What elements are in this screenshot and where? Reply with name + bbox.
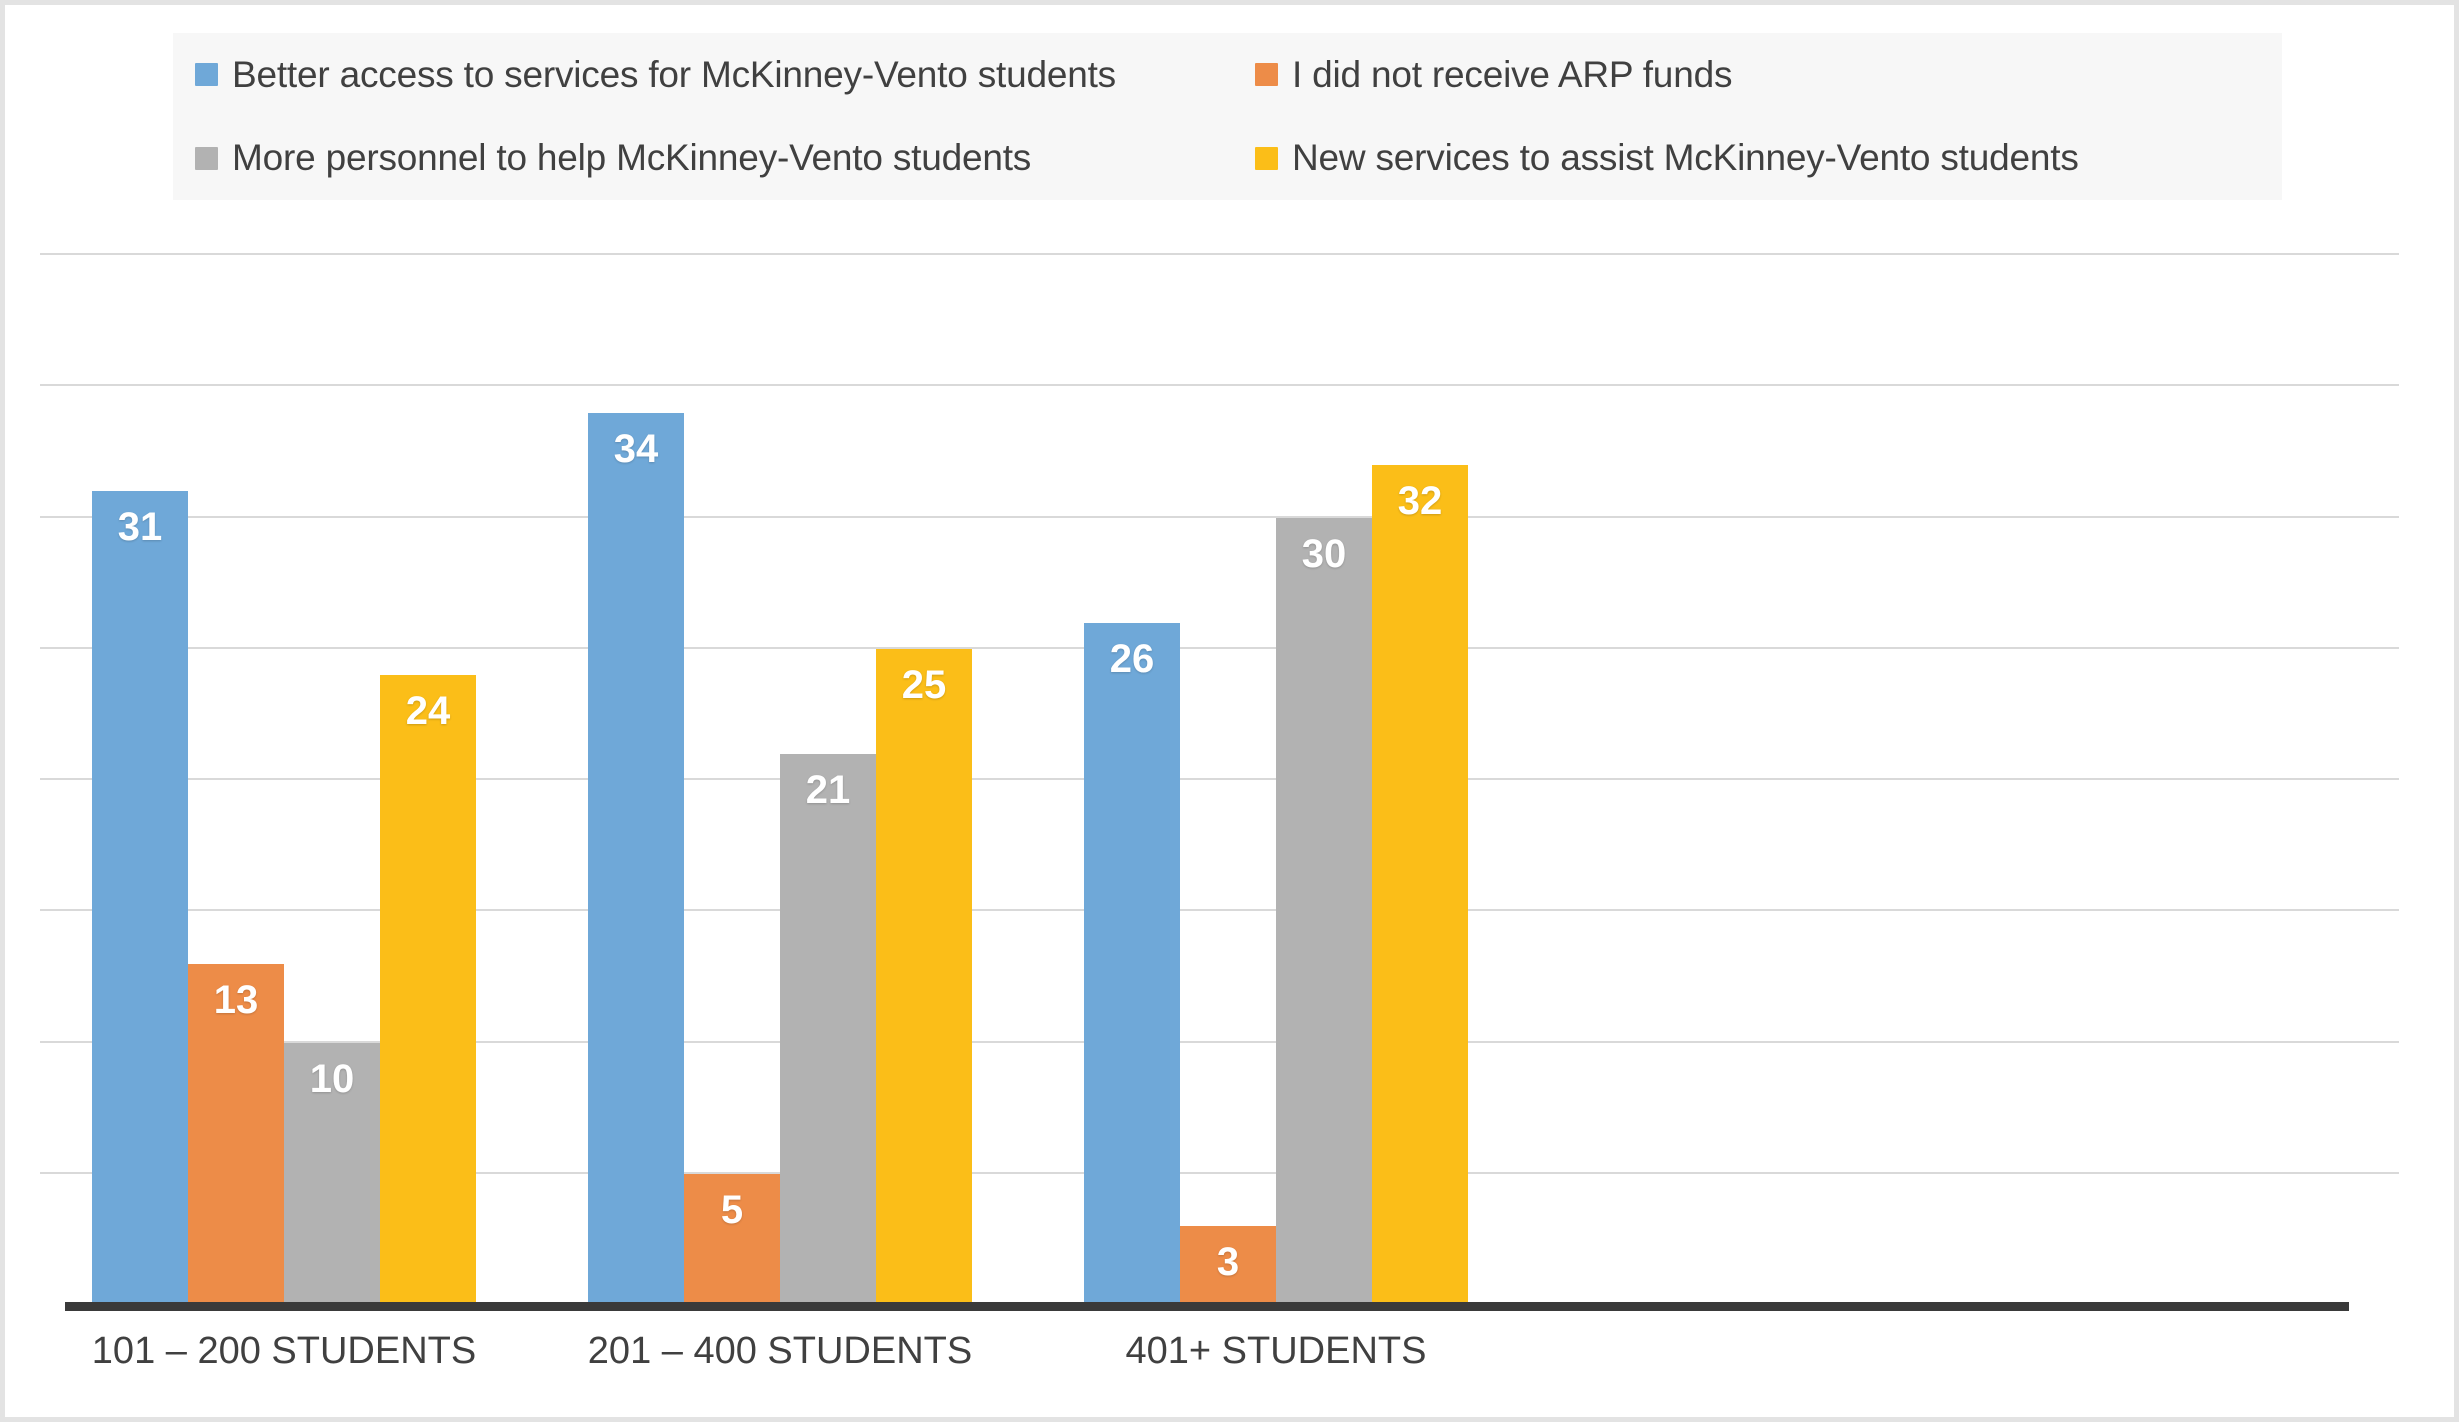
bar[interactable]: 32 <box>1372 465 1468 1305</box>
bar-value-label: 3 <box>1216 1240 1240 1285</box>
legend-item-label: New services to assist McKinney-Vento st… <box>1292 137 2079 179</box>
legend-item-label: Better access to services for McKinney-V… <box>232 53 1116 95</box>
gridline <box>40 1171 2399 1174</box>
bar[interactable]: 30 <box>1276 517 1372 1305</box>
chart-legend: Better access to services for McKinney-V… <box>173 33 2282 200</box>
x-axis-line <box>65 1302 2349 1311</box>
bar-value-label: 30 <box>1301 531 1347 576</box>
legend-item-new-services[interactable]: New services to assist McKinney-Vento st… <box>1255 117 2304 201</box>
bar[interactable]: 25 <box>876 648 972 1305</box>
legend-item-more-personnel[interactable]: More personnel to help McKinney-Vento st… <box>195 117 1255 201</box>
x-axis-label: 201 – 400 STUDENTS <box>587 1330 973 1372</box>
bar-value-label: 31 <box>117 505 163 550</box>
bar-value-label: 32 <box>1397 479 1443 523</box>
gridline <box>40 909 2399 912</box>
bar[interactable]: 13 <box>188 963 284 1305</box>
legend-swatch-orange-icon <box>1255 63 1278 87</box>
x-axis-category-labels: 101 – 200 STUDENTS 201 – 400 STUDENTS 401+… <box>10 1330 2454 1400</box>
legend-item-no-arp-funds[interactable]: I did not receive ARP funds <box>1255 33 2304 117</box>
legend-item-label: I did not receive ARP funds <box>1292 53 1733 95</box>
bars-layer: 31 13 10 24 34 5 21 25 26 3 30 32 <box>10 255 2454 1305</box>
plot-area: 31 13 10 24 34 5 21 25 26 3 30 32 <box>10 253 2454 1311</box>
bar-value-label: 21 <box>805 767 851 812</box>
legend-swatch-blue-icon <box>195 63 218 87</box>
gridline <box>40 384 2399 387</box>
bar[interactable]: 3 <box>1180 1226 1276 1305</box>
gridline <box>40 778 2399 780</box>
bar[interactable]: 26 <box>1084 622 1180 1305</box>
x-axis-label: 101 – 200 STUDENTS <box>91 1330 477 1372</box>
bar-value-label: 34 <box>613 426 659 471</box>
bar-value-label: 13 <box>213 977 259 1022</box>
gridline <box>40 1040 2399 1043</box>
bar[interactable]: 31 <box>92 491 188 1305</box>
legend-item-better-access[interactable]: Better access to services for McKinney-V… <box>195 33 1255 117</box>
bar[interactable]: 5 <box>684 1173 780 1305</box>
bar-value-label: 10 <box>309 1056 355 1101</box>
bar-value-label: 5 <box>720 1187 744 1232</box>
legend-swatch-yellow-icon <box>1255 146 1278 170</box>
gridline <box>40 515 2399 518</box>
bar[interactable]: 10 <box>284 1042 380 1305</box>
legend-item-label: More personnel to help McKinney-Vento st… <box>232 137 1032 179</box>
bar-value-label: 26 <box>1109 636 1155 681</box>
bar[interactable]: 24 <box>380 675 476 1305</box>
x-axis-label: 401+ STUDENTS <box>1125 1330 1427 1372</box>
bar-value-label: 24 <box>405 689 451 733</box>
legend-swatch-gray-icon <box>195 146 218 170</box>
bar[interactable]: 34 <box>588 412 684 1305</box>
gridline <box>40 646 2399 649</box>
bar[interactable]: 21 <box>780 753 876 1305</box>
bar-value-label: 25 <box>901 662 947 707</box>
gridline <box>40 253 2399 255</box>
